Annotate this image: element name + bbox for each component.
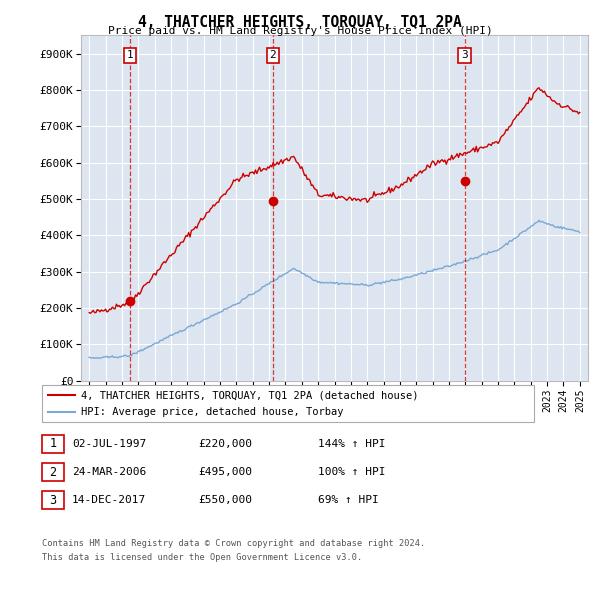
Text: Price paid vs. HM Land Registry's House Price Index (HPI): Price paid vs. HM Land Registry's House … [107, 26, 493, 36]
Text: 100% ↑ HPI: 100% ↑ HPI [318, 467, 386, 477]
Text: 14-DEC-2017: 14-DEC-2017 [72, 496, 146, 505]
Text: £550,000: £550,000 [198, 496, 252, 505]
Text: 4, THATCHER HEIGHTS, TORQUAY, TQ1 2PA (detached house): 4, THATCHER HEIGHTS, TORQUAY, TQ1 2PA (d… [81, 390, 419, 400]
Text: 2: 2 [49, 466, 56, 478]
Text: 02-JUL-1997: 02-JUL-1997 [72, 439, 146, 448]
Text: 24-MAR-2006: 24-MAR-2006 [72, 467, 146, 477]
Text: £495,000: £495,000 [198, 467, 252, 477]
Text: 2: 2 [269, 50, 276, 60]
Text: 69% ↑ HPI: 69% ↑ HPI [318, 496, 379, 505]
Text: This data is licensed under the Open Government Licence v3.0.: This data is licensed under the Open Gov… [42, 553, 362, 562]
Text: 1: 1 [127, 50, 134, 60]
Text: 4, THATCHER HEIGHTS, TORQUAY, TQ1 2PA: 4, THATCHER HEIGHTS, TORQUAY, TQ1 2PA [138, 15, 462, 30]
Text: 144% ↑ HPI: 144% ↑ HPI [318, 439, 386, 448]
Text: 3: 3 [49, 494, 56, 507]
Text: 1: 1 [49, 437, 56, 450]
Text: £220,000: £220,000 [198, 439, 252, 448]
Text: 3: 3 [461, 50, 468, 60]
Text: HPI: Average price, detached house, Torbay: HPI: Average price, detached house, Torb… [81, 407, 343, 417]
Text: Contains HM Land Registry data © Crown copyright and database right 2024.: Contains HM Land Registry data © Crown c… [42, 539, 425, 548]
